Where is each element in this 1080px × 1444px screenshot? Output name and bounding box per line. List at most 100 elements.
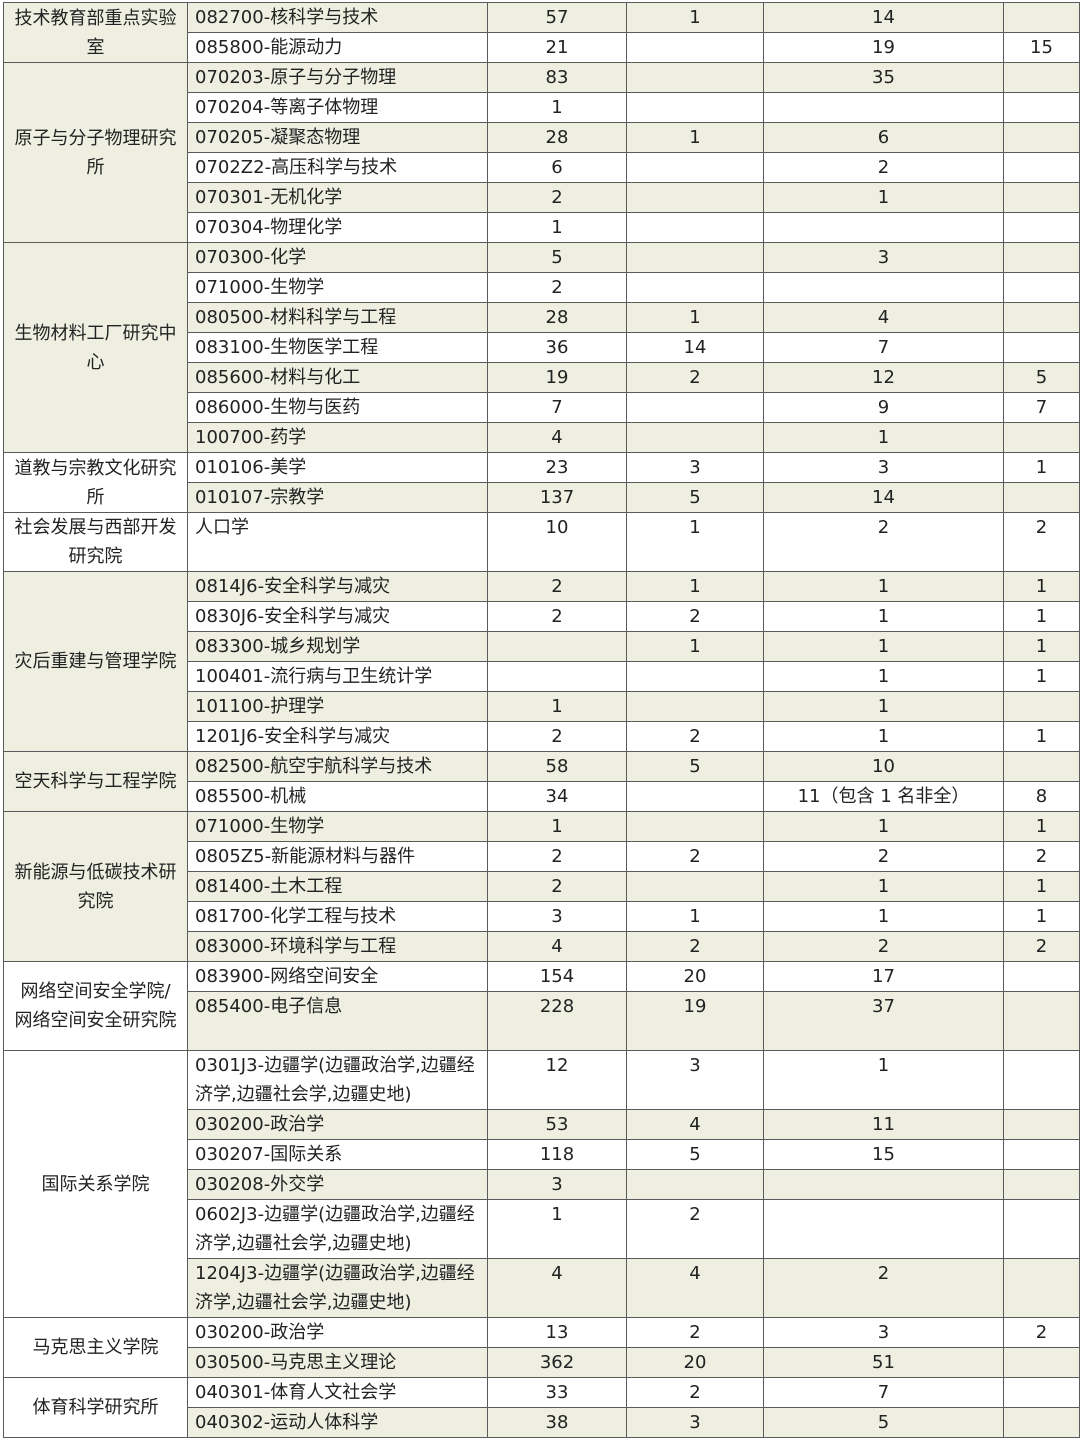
count-cell-d — [1003, 991, 1080, 1051]
count-cell-a: 1 — [487, 212, 627, 243]
count-cell-a: 13 — [487, 1317, 627, 1348]
major-cell: 070205-凝聚态物理 — [187, 122, 488, 153]
count-cell-d — [1003, 1169, 1080, 1200]
table-row: 070301-无机化学 2 1 — [4, 182, 1080, 213]
count-cell-a — [487, 631, 627, 662]
major-cell: 086000-生物与医药 — [187, 392, 488, 423]
count-cell-c: 4 — [763, 302, 1004, 333]
major-cell: 101100-护理学 — [187, 691, 488, 722]
count-cell-a: 4 — [487, 931, 627, 962]
table-row: 080500-材料科学与工程 28 1 4 — [4, 302, 1080, 333]
institute-cell: 道教与宗教文化研究所 — [3, 452, 188, 513]
major-cell: 070204-等离子体物理 — [187, 92, 488, 123]
major-cell: 085800-能源动力 — [187, 32, 488, 63]
count-cell-b: 4 — [626, 1258, 764, 1318]
count-cell-a: 53 — [487, 1109, 627, 1140]
count-cell-d: 1 — [1003, 811, 1080, 842]
count-cell-d: 15 — [1003, 32, 1080, 63]
count-cell-d: 1 — [1003, 871, 1080, 902]
count-cell-d: 2 — [1003, 841, 1080, 872]
count-cell-a: 58 — [487, 751, 627, 782]
count-cell-d — [1003, 302, 1080, 333]
count-cell-c: 3 — [763, 1317, 1004, 1348]
count-cell-c — [763, 1169, 1004, 1200]
count-cell-d — [1003, 961, 1080, 992]
table-row: 070204-等离子体物理 1 — [4, 92, 1080, 123]
count-cell-b — [626, 691, 764, 722]
institute-cell: 新能源与低碳技术研究院 — [3, 811, 188, 962]
major-cell: 100401-流行病与卫生统计学 — [187, 661, 488, 692]
count-cell-b: 2 — [626, 601, 764, 632]
institute-cell: 马克思主义学院 — [3, 1317, 188, 1378]
table-row: 010107-宗教学 137 5 14 — [4, 482, 1080, 513]
count-cell-b: 3 — [626, 1407, 764, 1438]
count-cell-b: 1 — [626, 302, 764, 333]
major-cell: 070301-无机化学 — [187, 182, 488, 213]
count-cell-d: 5 — [1003, 362, 1080, 393]
institute-cell: 国际关系学院 — [3, 1050, 188, 1318]
table-body: 技术教育部重点实验室 082700-核科学与技术 57 1 14 085800-能源动力 2… — [3, 2, 1080, 1438]
count-cell-d — [1003, 1139, 1080, 1170]
count-cell-c — [763, 272, 1004, 303]
count-cell-a: 12 — [487, 1050, 627, 1110]
major-cell: 0301J3-边疆学(边疆政治学,边疆经济学,边疆社会学,边疆史地) — [187, 1050, 488, 1110]
count-cell-b: 19 — [626, 991, 764, 1051]
table-row: 体育科学研究所 040301-体育人文社会学 33 2 7 — [3, 1377, 1080, 1438]
count-cell-d — [1003, 92, 1080, 123]
count-cell-d — [1003, 1377, 1080, 1408]
count-cell-d — [1003, 122, 1080, 153]
count-cell-b: 20 — [626, 961, 764, 992]
count-cell-c: 7 — [763, 1377, 1004, 1408]
count-cell-a: 3 — [487, 1169, 627, 1200]
count-cell-b — [626, 212, 764, 243]
major-cell: 010106-美学 — [187, 452, 488, 483]
table-row: 马克思主义学院 030200-政治学 13 2 3 2 — [3, 1317, 1080, 1378]
major-cell: 010107-宗教学 — [187, 482, 488, 513]
major-cell: 070203-原子与分子物理 — [187, 62, 488, 93]
count-cell-c: 2 — [763, 931, 1004, 962]
major-cell: 0830J6-安全科学与减灾 — [187, 601, 488, 632]
count-cell-c — [763, 212, 1004, 243]
count-cell-c: 2 — [763, 841, 1004, 872]
table-row: 国际关系学院 0301J3-边疆学(边疆政治学,边疆经济学,边疆社会学,边疆史地)… — [3, 1050, 1080, 1318]
table-row: 0602J3-边疆学(边疆政治学,边疆经济学,边疆社会学,边疆史地) 1 2 — [4, 1199, 1080, 1259]
count-cell-a: 10 — [487, 512, 627, 572]
count-cell-b — [626, 781, 764, 812]
count-cell-c — [763, 92, 1004, 123]
count-cell-a: 2 — [487, 871, 627, 902]
table-row: 085600-材料与化工 19 2 12 5 — [4, 362, 1080, 393]
table-row: 081400-土木工程 2 1 1 — [4, 871, 1080, 902]
major-cell: 081400-土木工程 — [187, 871, 488, 902]
enrollment-table: 技术教育部重点实验室 082700-核科学与技术 57 1 14 085800-能源动力 2… — [3, 2, 1080, 1438]
major-cell: 083000-环境科学与工程 — [187, 931, 488, 962]
count-cell-c: 1 — [763, 1050, 1004, 1110]
major-cell: 081700-化学工程与技术 — [187, 901, 488, 932]
count-cell-d — [1003, 1407, 1080, 1438]
count-cell-c: 12 — [763, 362, 1004, 393]
count-cell-b — [626, 811, 764, 842]
table-row: 071000-生物学 2 — [4, 272, 1080, 303]
table-row: 网络空间安全学院/网络空间安全研究院 083900-网络空间安全 154 20 17 — [3, 961, 1080, 1051]
count-cell-a: 4 — [487, 422, 627, 453]
count-cell-b: 14 — [626, 332, 764, 363]
count-cell-c: 2 — [763, 152, 1004, 183]
count-cell-d: 2 — [1003, 1317, 1080, 1348]
count-cell-a: 19 — [487, 362, 627, 393]
count-cell-d — [1003, 751, 1080, 782]
major-cell: 082700-核科学与技术 — [187, 2, 488, 33]
count-cell-c: 14 — [763, 482, 1004, 513]
count-cell-a: 23 — [487, 452, 627, 483]
table-row: 1204J3-边疆学(边疆政治学,边疆经济学,边疆社会学,边疆史地) 4 4 2 — [4, 1258, 1080, 1318]
table-row: 原子与分子物理研究所 070203-原子与分子物理 83 35 — [3, 62, 1080, 243]
count-cell-a: 228 — [487, 991, 627, 1051]
table-row: 085400-电子信息 228 19 37 — [4, 991, 1080, 1051]
count-cell-a: 362 — [487, 1347, 627, 1378]
count-cell-a: 2 — [487, 182, 627, 213]
count-cell-b: 1 — [626, 512, 764, 572]
count-cell-d — [1003, 212, 1080, 243]
major-cell: 030208-外交学 — [187, 1169, 488, 1200]
major-cell: 040301-体育人文社会学 — [187, 1377, 488, 1408]
major-cell: 040302-运动人体科学 — [187, 1407, 488, 1438]
institute-cell: 空天科学与工程学院 — [3, 751, 188, 812]
count-cell-b: 2 — [626, 841, 764, 872]
